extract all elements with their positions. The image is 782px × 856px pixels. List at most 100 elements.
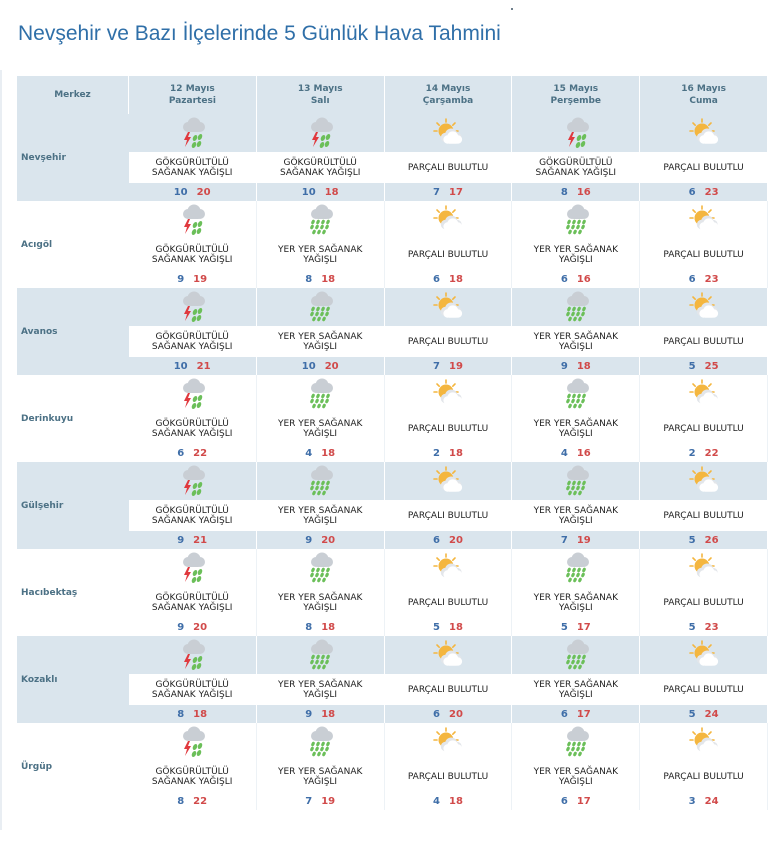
forecast-cell: PARÇALI BULUTLU 7 19 bbox=[384, 288, 513, 375]
weather-description: PARÇALI BULUTLU bbox=[640, 761, 767, 792]
weather-description-line-2: YAĞIŞLI bbox=[558, 341, 593, 352]
weather-description: PARÇALI BULUTLU bbox=[640, 674, 767, 705]
weather-description-line-1: GÖKGÜRÜLTÜLÜ bbox=[155, 157, 229, 168]
day-header: 15 Mayıs Perşembe bbox=[511, 76, 641, 114]
weather-description-line-2: SAĞANAK YAĞIŞLI bbox=[151, 602, 233, 613]
min-temperature: 6 bbox=[177, 447, 185, 459]
weather-description-line-2: SAĞANAK YAĞIŞLI bbox=[151, 776, 233, 787]
forecast-cell: GÖKGÜRÜLTÜLÜ SAĞANAK YAĞIŞLI 8 16 bbox=[511, 114, 641, 201]
weather-description-line-2: SAĞANAK YAĞIŞLI bbox=[151, 515, 233, 526]
forecast-header-row: Merkez 12 Mayıs Pazartesi 13 Mayıs Salı 14… bbox=[17, 76, 768, 114]
weather-description-line-1: YER YER SAĞANAK bbox=[533, 592, 618, 603]
temperature-range: 5 26 bbox=[640, 531, 767, 549]
forecast-cell: YER YER SAĞANAK YAĞIŞLI 6 17 bbox=[511, 636, 641, 723]
min-temperature: 10 bbox=[173, 360, 188, 372]
temperature-range: 6 16 bbox=[512, 270, 640, 288]
weather-description-line-1: YER YER SAĞANAK bbox=[277, 592, 363, 603]
forecast-table: Merkez 12 Mayıs Pazartesi 13 Mayıs Salı 14… bbox=[17, 76, 768, 810]
weather-description: PARÇALI BULUTLU bbox=[640, 587, 767, 618]
partly-cloudy-icon bbox=[640, 114, 767, 152]
day-header: 14 Mayıs Çarşamba bbox=[384, 76, 513, 114]
forecast-cell: GÖKGÜRÜLTÜLÜ SAĞANAK YAĞIŞLI 9 21 bbox=[128, 462, 257, 549]
max-temperature: 19 bbox=[449, 360, 463, 372]
weather-description: GÖKGÜRÜLTÜLÜ SAĞANAK YAĞIŞLI bbox=[128, 239, 256, 270]
weather-description-line-1: PARÇALI BULUTLU bbox=[663, 771, 744, 782]
temperature-range: 9 21 bbox=[128, 531, 256, 549]
partly-cloudy-icon bbox=[384, 636, 512, 674]
weather-description-line-1: PARÇALI BULUTLU bbox=[407, 162, 489, 173]
weather-description-line-1: YER YER SAĞANAK bbox=[533, 505, 618, 516]
partly-cloudy-icon bbox=[384, 375, 512, 413]
max-temperature: 21 bbox=[196, 360, 211, 372]
weather-description: PARÇALI BULUTLU bbox=[384, 152, 512, 183]
forecast-cell: GÖKGÜRÜLTÜLÜ SAĞANAK YAĞIŞLI 8 22 bbox=[128, 723, 257, 810]
weather-description-line-1: YER YER SAĞANAK bbox=[533, 418, 618, 429]
decorative-dot bbox=[511, 8, 513, 10]
temperature-range: 6 20 bbox=[384, 531, 512, 549]
forecast-cell: PARÇALI BULUTLU 5 25 bbox=[639, 288, 768, 375]
page-title: Nevşehir ve Bazı İlçelerinde 5 Günlük Ha… bbox=[18, 22, 501, 45]
forecast-cell: YER YER SAĞANAK YAĞIŞLI 8 18 bbox=[256, 549, 385, 636]
temperature-range: 9 20 bbox=[256, 531, 384, 549]
forecast-cell: PARÇALI BULUTLU 5 24 bbox=[639, 636, 768, 723]
weather-description-line-2: SAĞANAK YAĞIŞLI bbox=[151, 689, 233, 700]
weather-description-line-2: YAĞIŞLI bbox=[558, 602, 593, 613]
partly-cloudy-icon bbox=[640, 723, 767, 761]
center-name: Hacıbektaş bbox=[17, 549, 129, 636]
weather-description-line-2: YAĞIŞLI bbox=[558, 428, 593, 439]
min-temperature: 6 bbox=[560, 708, 568, 720]
temperature-range: 10 21 bbox=[128, 357, 256, 375]
temperature-range: 10 18 bbox=[256, 183, 384, 201]
weather-description-line-2: SAĞANAK YAĞIŞLI bbox=[535, 167, 617, 178]
weather-description-line-1: YER YER SAĞANAK bbox=[533, 244, 618, 255]
weather-description-line-2: YAĞIŞLI bbox=[303, 428, 338, 439]
weather-description: YER YER SAĞANAK YAĞIŞLI bbox=[256, 587, 384, 618]
temperature-range: 4 16 bbox=[512, 444, 640, 462]
weather-description-line-2: YAĞIŞLI bbox=[558, 254, 593, 265]
weather-description-line-1: GÖKGÜRÜLTÜLÜ bbox=[155, 592, 229, 603]
day-weekday: Çarşamba bbox=[422, 96, 474, 106]
min-temperature: 6 bbox=[688, 186, 696, 198]
thunderstorm-shower-icon bbox=[256, 114, 384, 152]
weather-description: PARÇALI BULUTLU bbox=[640, 413, 767, 444]
weather-description-line-1: PARÇALI BULUTLU bbox=[407, 684, 489, 695]
day-date: 12 Mayıs bbox=[170, 84, 215, 94]
temperature-range: 5 25 bbox=[640, 357, 767, 375]
max-temperature: 18 bbox=[576, 360, 591, 372]
local-shower-icon bbox=[256, 723, 384, 761]
local-shower-icon bbox=[256, 549, 384, 587]
min-temperature: 8 bbox=[177, 708, 185, 720]
temperature-range: 8 18 bbox=[256, 270, 384, 288]
temperature-range: 4 18 bbox=[384, 792, 512, 810]
forecast-row: Gülşehir GÖKGÜRÜLTÜLÜ SAĞ bbox=[17, 462, 768, 549]
local-shower-icon bbox=[256, 462, 384, 500]
local-shower-icon bbox=[256, 201, 384, 239]
weather-description: GÖKGÜRÜLTÜLÜ SAĞANAK YAĞIŞLI bbox=[128, 152, 256, 183]
forecast-row: Acıgöl GÖKGÜRÜLTÜLÜ SAĞAN bbox=[17, 201, 768, 288]
local-shower-icon bbox=[256, 636, 384, 674]
forecast-cell: PARÇALI BULUTLU 6 23 bbox=[639, 114, 768, 201]
weather-description-line-2: YAĞIŞLI bbox=[303, 776, 338, 787]
min-temperature: 10 bbox=[173, 186, 188, 198]
thunderstorm-shower-icon bbox=[128, 114, 256, 152]
weather-description-line-2: SAĞANAK YAĞIŞLI bbox=[279, 167, 361, 178]
weather-description: PARÇALI BULUTLU bbox=[384, 500, 512, 531]
weather-description-line-2: YAĞIŞLI bbox=[303, 254, 338, 265]
max-temperature: 16 bbox=[576, 186, 591, 198]
max-temperature: 20 bbox=[196, 186, 211, 198]
forecast-row: Hacıbektaş GÖKGÜRÜLTÜLÜ S bbox=[17, 549, 768, 636]
weather-description-line-2: YAĞIŞLI bbox=[558, 515, 593, 526]
forecast-cell: YER YER SAĞANAK YAĞIŞLI 6 17 bbox=[511, 723, 641, 810]
weather-description: PARÇALI BULUTLU bbox=[384, 326, 512, 357]
max-temperature: 20 bbox=[449, 534, 463, 546]
min-temperature: 7 bbox=[305, 795, 313, 807]
weather-description-line-1: PARÇALI BULUTLU bbox=[407, 336, 489, 347]
weather-description: GÖKGÜRÜLTÜLÜ SAĞANAK YAĞIŞLI bbox=[256, 152, 384, 183]
center-name: Nevşehir bbox=[17, 114, 129, 201]
temperature-range: 10 20 bbox=[128, 183, 256, 201]
day-header: 12 Mayıs Pazartesi bbox=[128, 76, 257, 114]
temperature-range: 7 19 bbox=[512, 531, 640, 549]
forecast-row: Derinkuyu GÖKGÜRÜLTÜLÜ SA bbox=[17, 375, 768, 462]
temperature-range: 5 23 bbox=[640, 618, 767, 636]
weather-description: YER YER SAĞANAK YAĞIŞLI bbox=[256, 413, 384, 444]
